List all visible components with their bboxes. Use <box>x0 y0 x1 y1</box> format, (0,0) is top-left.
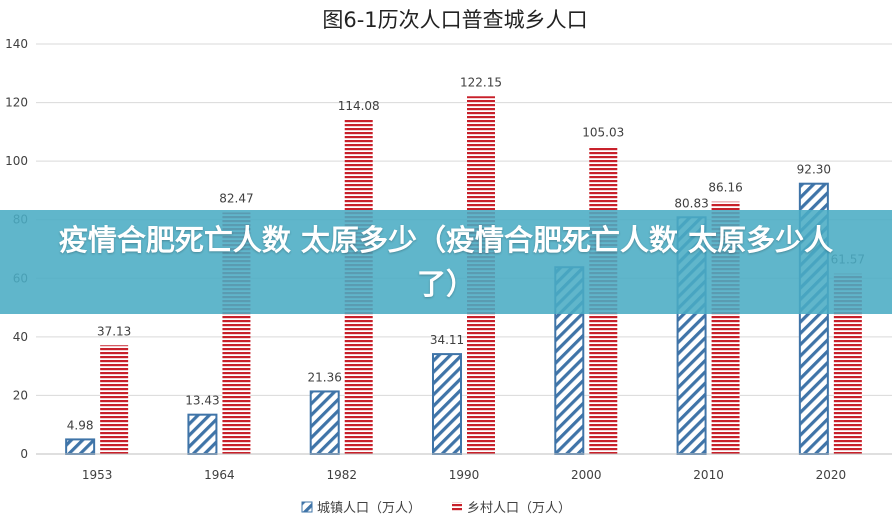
y-tick-label: 140 <box>5 37 28 51</box>
data-label: 114.08 <box>338 99 380 113</box>
legend-label: 城镇人口（万人） <box>317 501 421 516</box>
banner-text: 疫情合肥死亡人数 太原多少（疫情合肥死亡人数 太原多少人了） <box>58 223 834 301</box>
legend-swatch-rural <box>452 502 462 512</box>
x-tick-label: 1990 <box>449 468 480 482</box>
bar-urban <box>309 390 340 455</box>
y-tick-label: 0 <box>20 447 28 461</box>
overlay-banner: 疫情合肥死亡人数 太原多少（疫情合肥死亡人数 太原多少人了） <box>0 210 892 314</box>
legend-swatch-urban <box>301 501 313 513</box>
data-label: 86.16 <box>708 181 742 195</box>
data-label: 80.83 <box>674 196 708 210</box>
legend: 城镇人口（万人） 乡村人口（万人） <box>301 501 571 516</box>
data-labels: 4.98 37.13 13.43 82.47 21.36 114.08 34.11 122.1… <box>67 75 865 432</box>
x-tick-label: 2020 <box>816 468 847 482</box>
legend-label: 乡村人口（万人） <box>467 501 571 516</box>
data-label: 37.13 <box>97 324 131 338</box>
x-tick-label: 1964 <box>204 468 235 482</box>
x-tick-label: 2010 <box>693 468 724 482</box>
y-tick-label: 100 <box>5 154 28 168</box>
data-label: 122.15 <box>460 75 502 89</box>
data-label: 4.98 <box>67 418 94 432</box>
bar-urban <box>187 413 218 455</box>
chart-title: 图6-1历次人口普查城乡人口 <box>322 8 587 32</box>
x-tick-label: 1982 <box>326 468 357 482</box>
bar-urban <box>65 438 96 455</box>
data-label: 13.43 <box>185 394 219 408</box>
bar-rural <box>100 345 129 454</box>
y-tick-label: 20 <box>13 388 28 402</box>
y-tick-label: 120 <box>5 96 28 110</box>
data-label: 82.47 <box>219 191 253 205</box>
y-tick-label: 40 <box>13 330 28 344</box>
data-label: 34.11 <box>430 333 464 347</box>
x-tick-label: 2000 <box>571 468 602 482</box>
bar-urban <box>432 353 462 455</box>
data-label: 92.30 <box>797 163 831 177</box>
data-label: 21.36 <box>308 370 342 384</box>
data-label: 105.03 <box>582 125 624 139</box>
x-tick-label: 1953 <box>82 468 113 482</box>
